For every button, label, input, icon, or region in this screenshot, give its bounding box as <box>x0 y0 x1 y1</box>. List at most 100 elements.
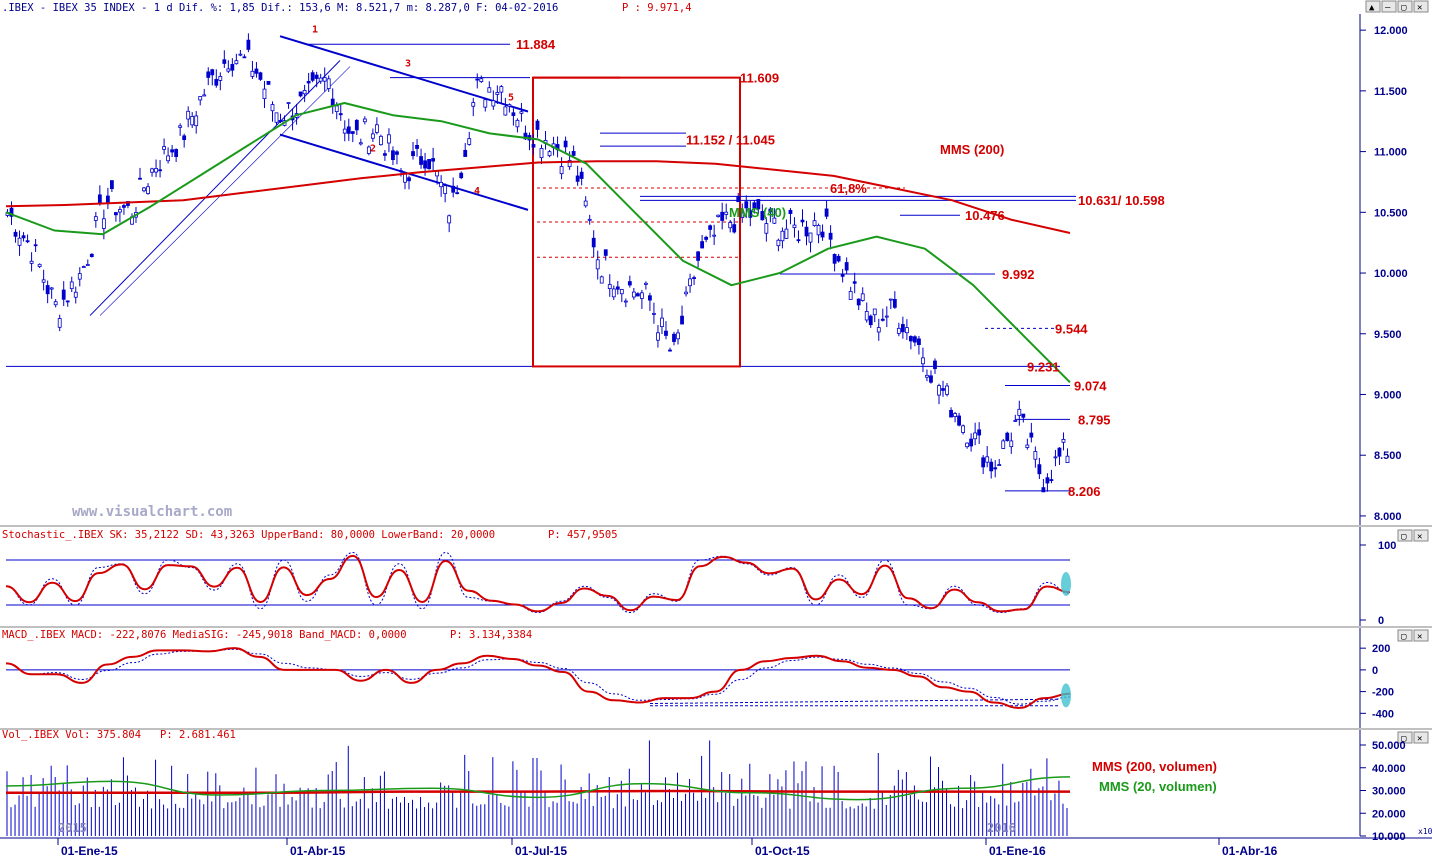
candle-body <box>202 94 207 97</box>
level-label: 11.609 <box>740 71 779 86</box>
candle-body <box>81 266 86 268</box>
candle-body <box>447 215 452 224</box>
candle-body <box>563 140 568 148</box>
vol-ma200-line <box>5 789 1070 795</box>
candle-body <box>760 211 765 221</box>
candle-body <box>880 318 885 321</box>
candle-body <box>411 151 415 157</box>
candle-body <box>118 209 122 213</box>
candle-body <box>1037 464 1042 475</box>
svg-text:▢: ▢ <box>1401 734 1407 744</box>
macd-line <box>5 647 1071 709</box>
candle-body <box>330 98 335 106</box>
svg-text:▢: ▢ <box>1401 3 1407 13</box>
vol-y-tick-label: 30.000 <box>1372 786 1406 798</box>
year-label-2015: 2015 <box>58 821 87 835</box>
candle-body <box>925 374 929 378</box>
candle-body <box>210 69 215 76</box>
candle-body <box>399 170 403 173</box>
candle-body <box>101 218 106 229</box>
macd-y-tick-label: 200 <box>1372 643 1390 655</box>
ma40-line <box>5 102 1071 384</box>
candle-body <box>97 194 102 205</box>
candle-body <box>993 467 998 470</box>
candle-body <box>704 236 709 240</box>
candle-body <box>607 284 612 289</box>
candle-body <box>603 249 608 256</box>
vol-multiplier: x10 <box>1418 827 1432 836</box>
candle-body <box>166 155 171 162</box>
candle-body <box>1001 440 1006 449</box>
wave-label: 1 <box>312 25 318 36</box>
candle-body <box>937 385 941 396</box>
trend-line-b <box>99 66 351 316</box>
candle-body <box>182 135 187 141</box>
price-y-tick-label: 8.000 <box>1374 511 1402 523</box>
candle-body <box>37 263 42 267</box>
svg-text:▢: ▢ <box>1401 532 1407 542</box>
candle-body <box>61 289 66 300</box>
candle-body <box>748 210 753 218</box>
svg-text:✕: ✕ <box>1417 734 1422 744</box>
candle-body <box>487 87 492 93</box>
candle-body <box>587 218 592 221</box>
candle-body <box>623 300 628 303</box>
wave-label: 2 <box>370 144 376 155</box>
macd-y-tick-label: 0 <box>1372 665 1378 677</box>
level-label: 9.074 <box>1074 378 1107 393</box>
candle-body <box>724 211 729 215</box>
candle-body <box>969 438 974 447</box>
svg-text:▲: ▲ <box>1369 3 1375 13</box>
candle-body <box>631 291 636 298</box>
candle-body <box>872 308 877 316</box>
candle-body <box>900 324 905 333</box>
vol-window-controls[interactable]: ▢ ✕ <box>1397 731 1429 744</box>
x-tick-label: 01-Abr-16 <box>1222 844 1278 857</box>
ma200-line <box>5 160 1071 234</box>
candle-body <box>254 68 259 74</box>
vol-y-tick-label: 50.000 <box>1372 740 1406 752</box>
candle-body <box>660 317 664 328</box>
candle-body <box>788 209 793 214</box>
candle-body <box>652 312 656 315</box>
channel-lower <box>279 133 529 211</box>
macd-window-controls[interactable]: ▢ ✕ <box>1397 629 1429 642</box>
level-label: 9.544 <box>1055 321 1088 336</box>
candle-body <box>77 273 82 280</box>
level-label: 10.631/ 10.598 <box>1078 193 1165 208</box>
price-y-tick-label: 11.000 <box>1374 147 1407 159</box>
candle-body <box>73 291 78 298</box>
price-window-controls[interactable]: ▲ — ▢ ✕ <box>1365 0 1429 13</box>
candle-body <box>13 231 18 237</box>
candle-body <box>595 259 600 270</box>
candle-body <box>1005 432 1010 441</box>
candle-body <box>961 425 965 433</box>
price-level-labels: 11.884 11.609 11.152 / 11.045 61,8% 10.631/ … <box>312 25 1165 499</box>
candle-body <box>728 222 733 229</box>
candle-body <box>45 285 50 295</box>
candle-body <box>415 144 419 149</box>
macd-header: MACD_.IBEX MACD: -222,8076 MediaSIG: -24… <box>2 629 407 641</box>
candle-body <box>230 64 235 71</box>
candle-body <box>519 111 524 114</box>
candle-body <box>475 78 480 81</box>
stoch-window-controls[interactable]: ▢ ✕ <box>1397 529 1429 542</box>
candle-body <box>9 207 14 217</box>
candle-body <box>366 146 371 154</box>
candle-body <box>1009 440 1014 448</box>
candle-body <box>676 332 680 340</box>
correction-box <box>532 76 741 368</box>
candle-body <box>1025 444 1030 448</box>
candle-body <box>234 60 239 65</box>
candle-body <box>764 223 769 234</box>
watermark: www.visualchart.com <box>72 504 232 520</box>
candle-body <box>69 281 74 290</box>
candle-body <box>929 375 933 383</box>
candle-body <box>635 293 640 297</box>
candle-body <box>644 282 648 285</box>
candle-body <box>53 301 58 306</box>
stoch-y-tick-label: 0 <box>1378 615 1384 627</box>
candle-body <box>860 293 865 301</box>
candle-body <box>334 105 339 112</box>
candle-body <box>989 461 994 472</box>
